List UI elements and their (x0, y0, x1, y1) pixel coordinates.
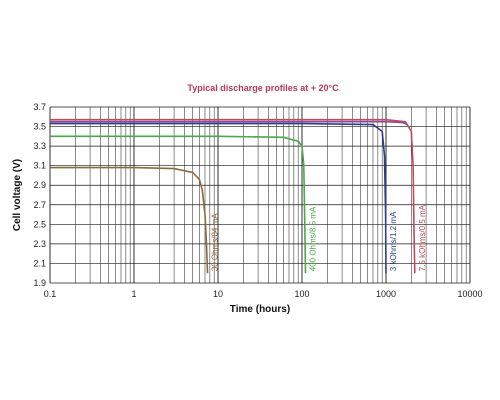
y-tick-label: 2.3 (33, 239, 46, 249)
chart-title: Typical discharge profiles at + 20°C (187, 83, 339, 93)
series-layer (50, 118, 416, 274)
series-line (50, 135, 307, 274)
x-tick-labels: 0.1 1 10 100 1000 10000 (44, 289, 483, 299)
y-tick-label: 2.1 (33, 258, 46, 268)
y-tick-label: 1.9 (33, 278, 46, 288)
y-tick-label: 2.9 (33, 180, 46, 190)
y-tick-label: 2.5 (33, 219, 46, 229)
series-label: 400 Ohms/8.5 mA (308, 206, 317, 271)
x-tick-label: 1000 (376, 289, 396, 299)
series-label: 30 Ohms/84 mA (211, 213, 220, 271)
y-tick-labels: 1.9 2.1 2.3 2.5 2.7 2.9 3.1 3.3 3.5 3.7 (33, 102, 46, 288)
series-label: 3 kOhms/1.2 mA (389, 211, 398, 271)
series-label-layer: 30 Ohms/84 mA 400 Ohms/8.5 mA 3 kOhms/1.2 … (211, 204, 427, 271)
x-tick-label: 10000 (457, 289, 482, 299)
y-axis-label: Cell voltage (V) (12, 159, 23, 231)
series-line (50, 166, 209, 274)
y-tick-label: 3.3 (33, 141, 46, 151)
x-tick-label: 1 (131, 289, 136, 299)
y-tick-label: 3.7 (33, 102, 46, 112)
plot-area (50, 107, 470, 283)
x-tick-label: 10 (213, 289, 223, 299)
x-tick-label: 100 (294, 289, 309, 299)
y-tick-label: 3.1 (33, 161, 46, 171)
series-line (50, 122, 387, 274)
y-tick-label: 3.5 (33, 122, 46, 132)
x-tick-label: 0.1 (44, 289, 57, 299)
series-label: 7.5 kOhms/0.5 mA (418, 204, 427, 271)
series-line (50, 120, 408, 126)
series-line (50, 118, 416, 274)
x-axis-label: Time (hours) (230, 304, 290, 315)
y-tick-label: 2.7 (33, 200, 46, 210)
